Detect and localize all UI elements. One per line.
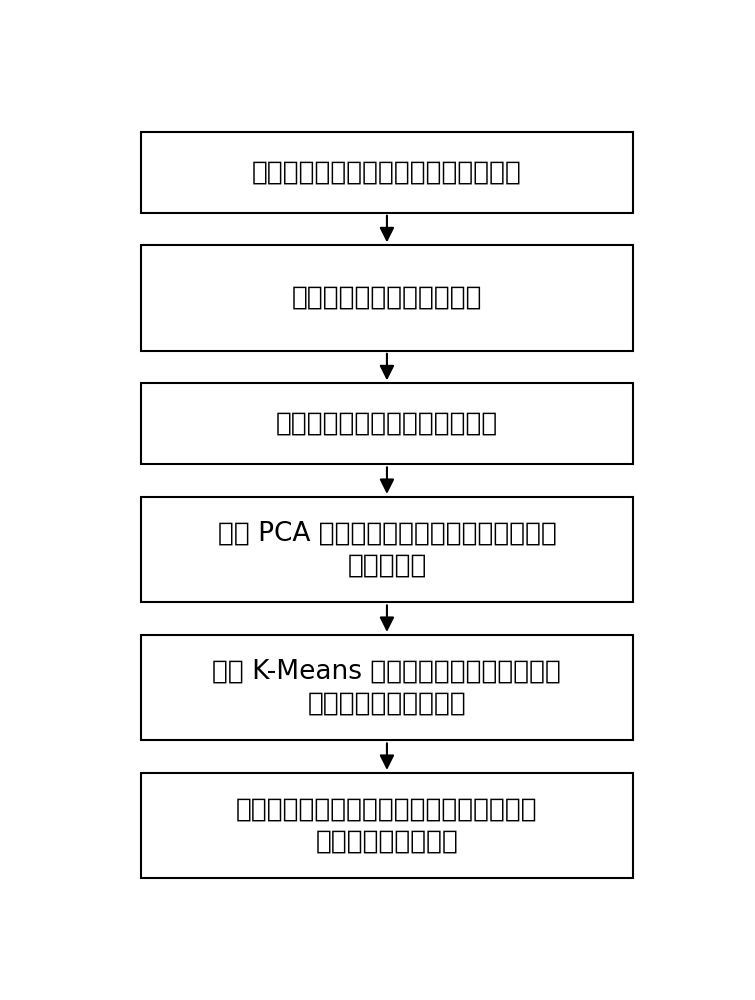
Text: 征空间向量: 征空间向量 <box>347 553 427 579</box>
Bar <box>141 635 633 740</box>
Bar <box>141 497 633 602</box>
Text: 类，获得变化检测结果: 类，获得变化检测结果 <box>307 691 467 717</box>
Bar <box>141 383 633 464</box>
Text: 基于 K-Means 算法对特征向量空间进行分: 基于 K-Means 算法对特征向量空间进行分 <box>212 658 562 684</box>
Text: 基于边缘检测算法，对变化检测结果进行轮: 基于边缘检测算法，对变化检测结果进行轮 <box>236 796 538 822</box>
Bar <box>141 773 633 878</box>
Text: 输入同一地区不同时相的两幅遥感影像: 输入同一地区不同时相的两幅遥感影像 <box>252 159 522 185</box>
Bar <box>141 132 633 213</box>
Text: 利用作差法获取遥感影像差値图: 利用作差法获取遥感影像差値图 <box>276 411 498 437</box>
Text: 获取两时相遥感影像灰度图: 获取两时相遥感影像灰度图 <box>291 285 482 311</box>
Text: 廓检测，获得边界框: 廓检测，获得边界框 <box>316 829 458 855</box>
Bar <box>141 245 633 351</box>
Text: 基于 PCA 算法对差値图进行降维主，获得特: 基于 PCA 算法对差値图进行降维主，获得特 <box>217 520 556 546</box>
